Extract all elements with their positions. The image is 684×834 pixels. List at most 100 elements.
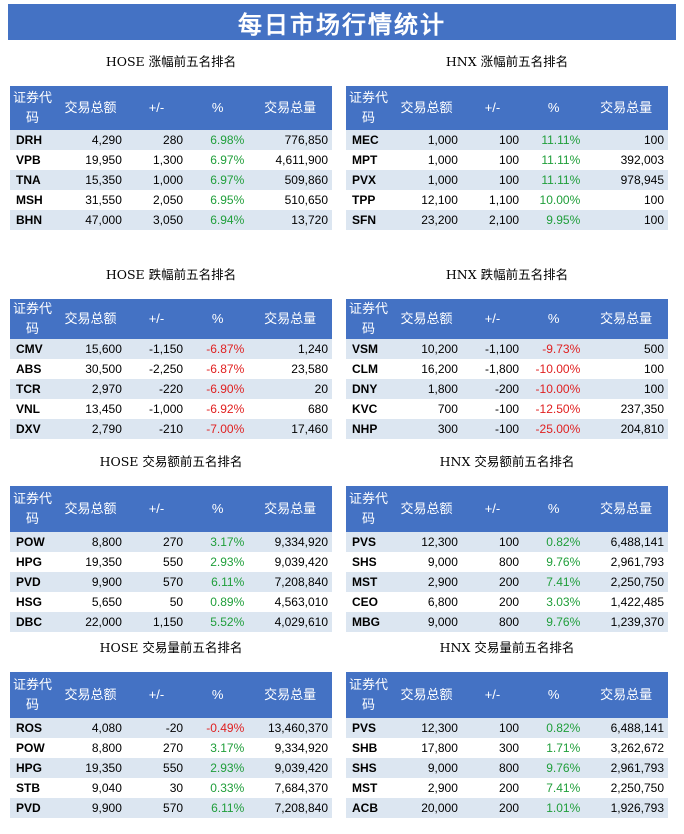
trade-amount-cell: 17,800 [421, 741, 458, 755]
change-value-cell: 100 [499, 721, 520, 735]
change-percent-cell: 9.76% [546, 615, 581, 629]
stock-code-cell: CLM [352, 362, 378, 376]
stock-code-cell: STB [16, 781, 40, 795]
table-row: BHN 47,000 3,050 6.94% 13,720 [10, 210, 332, 230]
change-percent-cell: 1.71% [546, 741, 581, 755]
trade-amount-cell: 4,290 [91, 133, 122, 147]
change-value-cell: 800 [499, 555, 520, 569]
trade-amount-cell: 12,300 [421, 721, 458, 735]
stock-code-cell: TPP [352, 193, 376, 207]
table-row: MBG 9,000 800 9.76% 1,239,370 [346, 612, 668, 632]
ranking-table-block: HNX 跌幅前五名排名 证券代码 交易总额 +/-% 交易总量 VSM 10,200 -1,1… [346, 265, 668, 439]
table-row: STB 9,040 30 0.33% 7,684,370 [10, 778, 332, 798]
trade-amount-cell: 9,000 [427, 615, 458, 629]
trade-volume-cell: 100 [643, 213, 664, 227]
change-percent-cell: -6.92% [206, 402, 245, 416]
column-header-change: +/- [484, 311, 501, 326]
trade-amount-cell: 9,000 [427, 761, 458, 775]
change-percent-cell: -10.00% [535, 382, 581, 396]
trade-amount-cell: 1,000 [427, 153, 458, 167]
table-row: PVD 9,900 570 6.11% 7,208,840 [10, 798, 332, 818]
trade-amount-cell: 19,350 [85, 761, 122, 775]
stock-code-cell: TCR [16, 382, 41, 396]
trade-volume-cell: 7,208,840 [274, 575, 328, 589]
trade-amount-cell: 13,450 [85, 402, 122, 416]
column-header-price: 交易总额 [64, 311, 117, 326]
table-row: HSG 5,650 50 0.89% 4,563,010 [10, 592, 332, 612]
table-row: PVS 12,300 100 0.82% 6,488,141 [346, 718, 668, 738]
trade-volume-cell: 100 [643, 382, 664, 396]
table-row: DXV 2,790 -210 -7.00% 17,460 [10, 419, 332, 439]
change-value-cell: 100 [499, 173, 520, 187]
column-header-pct: % [211, 311, 224, 326]
table-row: CMV 15,600 -1,150 -6.87% 1,240 [10, 339, 332, 359]
change-percent-cell: 10.00% [539, 193, 581, 207]
stock-code-cell: CMV [16, 342, 43, 356]
change-value-cell: 100 [499, 535, 520, 549]
change-value-cell: -220 [159, 382, 184, 396]
trade-volume-cell: 23,580 [291, 362, 328, 376]
column-header-pct: % [547, 311, 560, 326]
table-row: VNL 13,450 -1,000 -6.92% 680 [10, 399, 332, 419]
change-value-cell: 270 [163, 741, 184, 755]
trade-volume-cell: 204,810 [620, 422, 664, 436]
change-value-cell: 3,050 [153, 213, 184, 227]
change-percent-cell: 1.01% [546, 801, 581, 815]
stock-code-cell: MEC [352, 133, 379, 147]
stock-code-cell: POW [16, 535, 45, 549]
column-header-change: +/- [148, 501, 165, 516]
change-value-cell: -100 [495, 402, 520, 416]
trade-volume-cell: 4,563,010 [274, 595, 328, 609]
change-value-cell: -1,150 [149, 342, 184, 356]
stock-code-cell: HPG [16, 555, 43, 569]
stock-code-cell: SFN [352, 213, 376, 227]
column-header-volume: 交易总量 [264, 501, 317, 516]
column-header-change: +/- [148, 687, 165, 702]
change-value-cell: 30 [169, 781, 184, 795]
change-percent-cell: 9.95% [546, 213, 581, 227]
column-header-volume: 交易总量 [264, 100, 317, 115]
change-value-cell: -2,250 [149, 362, 184, 376]
stock-code-cell: CEO [352, 595, 379, 609]
trade-amount-cell: 31,550 [85, 193, 122, 207]
page-title: 每日市场行情统计 [8, 4, 676, 40]
trade-amount-cell: 16,200 [421, 362, 458, 376]
change-percent-cell: -12.50% [535, 402, 581, 416]
trade-volume-cell: 1,240 [297, 342, 328, 356]
stock-code-cell: HSG [16, 595, 43, 609]
table-row: DNY 1,800 -200 -10.00% 100 [346, 379, 668, 399]
stock-code-cell: BHN [16, 213, 42, 227]
change-percent-cell: 11.11% [541, 153, 581, 167]
stock-code-cell: TNA [16, 173, 41, 187]
change-value-cell: 100 [499, 133, 520, 147]
column-header-change: +/- [484, 687, 501, 702]
table-row: VPB 19,950 1,300 6.97% 4,611,900 [10, 150, 332, 170]
column-header-code: 证券代码 [13, 90, 53, 125]
stock-code-cell: MST [352, 781, 378, 795]
trade-volume-cell: 100 [643, 133, 664, 147]
change-percent-cell: 3.03% [546, 595, 581, 609]
ranking-table-block: HNX 交易额前五名排名 证券代码 交易总额 +/-% 交易总量 PVS 12,300 100… [346, 452, 668, 632]
ranking-table: 证券代码 交易总额 +/-% 交易总量 DRH 4,290 280 6.98% 776,850 V… [10, 86, 332, 230]
stock-code-cell: PVS [352, 535, 377, 549]
stock-code-cell: POW [16, 741, 45, 755]
table-row: NHP 300 -100 -25.00% 204,810 [346, 419, 668, 439]
change-percent-cell: 2.93% [210, 555, 245, 569]
trade-amount-cell: 8,800 [91, 741, 122, 755]
column-header-change: +/- [148, 311, 165, 326]
ranking-table: 证券代码 交易总额 +/-% 交易总量 CMV 15,600 -1,150 -6.87% 1,2… [10, 299, 332, 439]
change-value-cell: -100 [495, 422, 520, 436]
change-percent-cell: -10.00% [535, 362, 581, 376]
table-title: HNX 涨幅前五名排名 [445, 54, 569, 69]
change-percent-cell: -6.90% [206, 382, 245, 396]
trade-amount-cell: 1,000 [427, 173, 458, 187]
column-header-pct: % [547, 501, 560, 516]
change-percent-cell: 9.76% [546, 555, 581, 569]
trade-amount-cell: 19,350 [85, 555, 122, 569]
change-percent-cell: 6.11% [211, 801, 245, 815]
change-value-cell: 1,000 [153, 173, 184, 187]
column-header-code: 证券代码 [349, 90, 389, 125]
trade-volume-cell: 2,250,750 [610, 781, 664, 795]
change-percent-cell: -0.49% [206, 721, 245, 735]
stock-code-cell: ABS [16, 362, 42, 376]
